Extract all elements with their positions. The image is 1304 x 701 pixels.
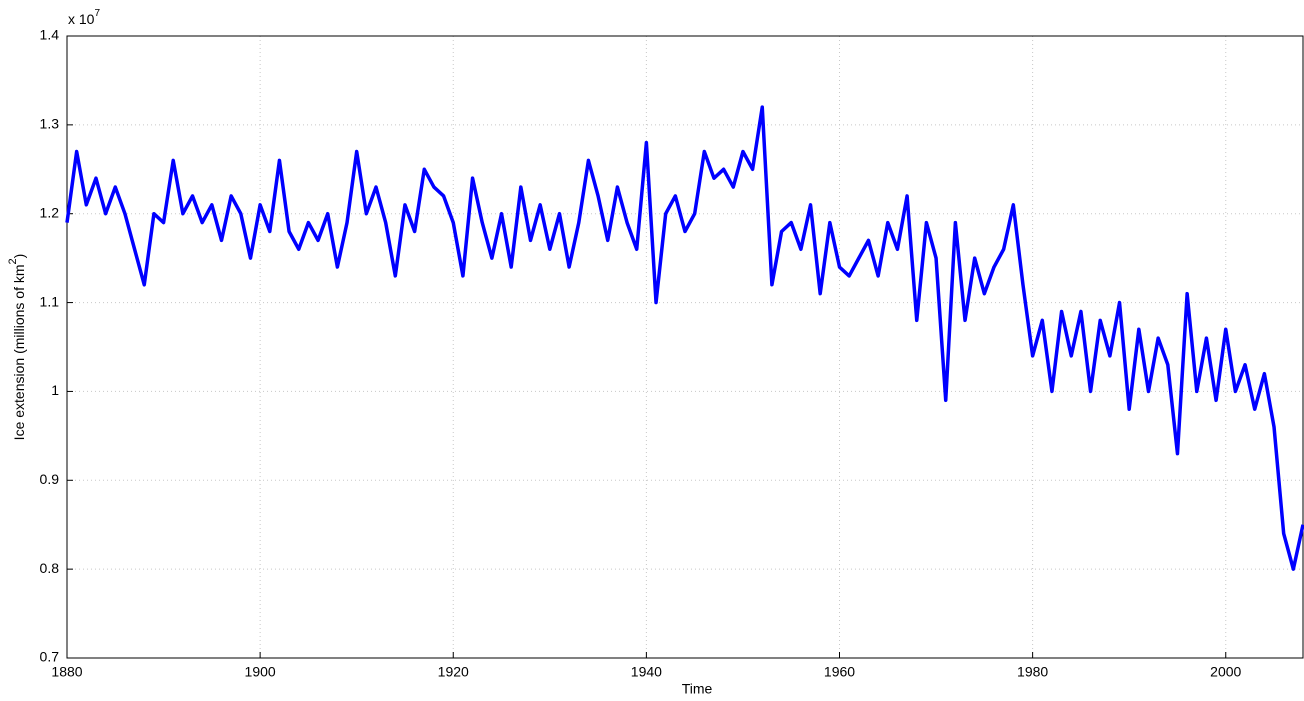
plot-frame [66,35,1304,659]
y-axis-label: Ice extension (millions of km2) [7,254,27,441]
x-tick-label: 1900 [245,664,276,680]
data-line [65,105,1304,571]
x-tick-label: 1960 [824,664,855,680]
x-tick-label: 1980 [1017,664,1048,680]
y-exponent-power: 7 [94,8,100,19]
y-tick-label: 1 [51,382,59,398]
y-tick-label: 1.1 [40,293,60,309]
y-tick-label: 0.9 [40,471,60,487]
x-axis-label: Time [682,681,713,697]
y-exponent-base: x 10 [68,11,95,27]
y-tick-label: 0.7 [40,649,60,665]
y-axis-label-text: Ice extension (millions of km [11,264,27,440]
y-tick-label: 1.2 [40,204,60,220]
x-tick-label: 1880 [51,664,82,680]
y-tick-label: 0.8 [40,560,60,576]
x-tick-label: 2000 [1210,664,1241,680]
x-tick-label: 1940 [631,664,662,680]
y-axis-label-power: 2 [7,258,19,264]
y-tick-label: 1.3 [40,116,60,132]
y-axis-label-end: ) [11,254,27,259]
x-tick-label: 1920 [438,664,469,680]
y-exponent: x 107 [68,8,100,27]
y-tick-label: 1.4 [40,27,60,43]
